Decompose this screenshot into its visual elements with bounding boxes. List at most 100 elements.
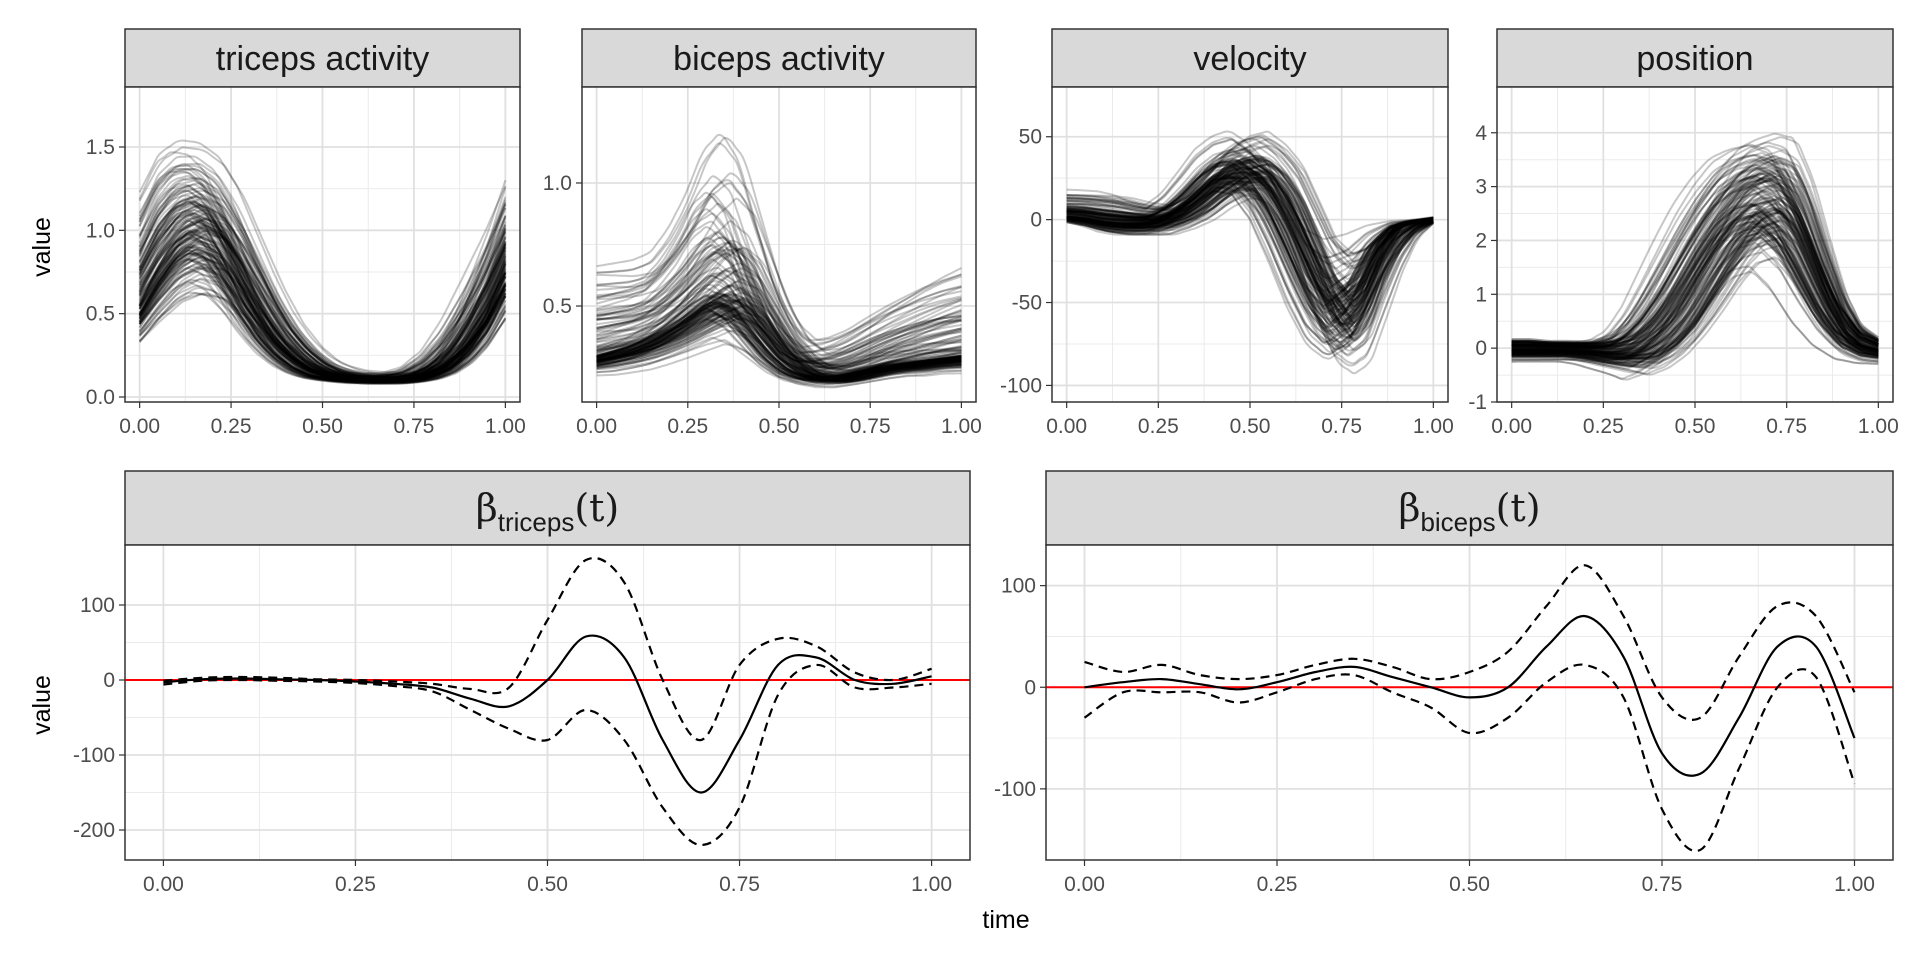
sample-curve (1511, 189, 1879, 350)
sample-curve (596, 271, 962, 368)
x-tick-label: 0.75 (719, 873, 760, 896)
sample-curve (1066, 167, 1434, 308)
sample-curve (138, 251, 507, 383)
x-tick-label: 0.50 (1675, 415, 1716, 438)
sample-curve (138, 232, 507, 382)
sample-curve (1066, 154, 1434, 296)
sample-curve (1066, 138, 1434, 263)
sample-curve (138, 198, 507, 380)
sample-curve (1066, 173, 1434, 321)
sample-curve (138, 238, 507, 382)
sample-curve (596, 269, 962, 376)
sample-curve (1511, 168, 1879, 346)
sample-curve (596, 182, 962, 350)
sample-curve (1066, 167, 1434, 316)
sample-curve (1511, 178, 1879, 347)
sample-curve (596, 309, 962, 382)
sample-curve (596, 306, 962, 381)
sample-curve (138, 249, 507, 383)
sample-curve (1066, 174, 1434, 324)
sample-curve (596, 280, 962, 372)
sample-curve (1511, 225, 1879, 362)
sample-curve (138, 232, 507, 381)
sample-curve (1066, 176, 1434, 331)
sample-curve (138, 223, 507, 380)
sample-curve (596, 315, 962, 384)
x-tick-label: 0.25 (335, 873, 376, 896)
strip-biceps-activity (581, 28, 977, 88)
sample-curve (596, 284, 962, 379)
sample-curve (1066, 170, 1434, 316)
sample-curve (138, 209, 507, 380)
sample-curve (596, 267, 962, 370)
y-tick-label: 50 (1019, 126, 1042, 149)
sample-curve (1511, 174, 1879, 348)
sample-curve (138, 229, 507, 382)
sample-curve (1066, 183, 1434, 342)
sample-curve (1066, 158, 1434, 302)
panel-beta-biceps: βbiceps(t) 0.00 0.25 0.50 0.75 1.00 100 0 -100 (994, 470, 1894, 896)
sample-curve (1066, 158, 1434, 298)
sample-curve (596, 274, 962, 372)
data-biceps-activity (596, 133, 962, 389)
sample-curve (138, 216, 507, 379)
sample-curve (1511, 236, 1879, 365)
sample-curve (596, 300, 962, 382)
sample-curve (138, 218, 507, 381)
sample-curve (1511, 154, 1879, 345)
sample-curve (1511, 211, 1879, 357)
sample-curve (138, 236, 507, 382)
sample-curve (1066, 162, 1434, 308)
sample-curve (138, 280, 507, 384)
sample-curve (596, 301, 962, 381)
series-line-estimate (1084, 614, 1856, 777)
sample-curve (1066, 164, 1434, 308)
sample-curve (1066, 175, 1434, 323)
sample-curve (596, 303, 962, 381)
sample-curve (596, 226, 962, 363)
sample-curve (1066, 136, 1434, 259)
sample-curve (138, 235, 507, 381)
x-tick-label: 0.00 (1046, 415, 1087, 438)
sample-curve (596, 191, 962, 355)
sample-curve (1066, 186, 1434, 352)
sample-curve (1511, 223, 1879, 361)
sample-curve (1066, 179, 1434, 342)
sample-curve (1066, 138, 1434, 265)
y-tick-label: 0 (1030, 209, 1042, 232)
sample-curve (596, 303, 962, 382)
sample-curve (138, 220, 507, 380)
sample-curve (1511, 162, 1879, 346)
sample-curve (1511, 174, 1879, 348)
strip-title-triceps-activity: triceps activity (216, 40, 430, 78)
sample-curve (138, 249, 507, 383)
sample-curve (1066, 175, 1434, 326)
sample-curve (138, 229, 507, 382)
sample-curve (1066, 181, 1434, 336)
x-tick-label: 0.50 (1230, 415, 1271, 438)
sample-curve (138, 248, 507, 383)
sample-curve (1511, 166, 1879, 347)
sample-curve (596, 192, 962, 358)
sample-curve (138, 273, 507, 384)
sample-curve (1511, 170, 1879, 348)
sample-curve (1511, 172, 1879, 349)
sample-curve (138, 183, 507, 378)
sample-curve (138, 219, 507, 382)
sample-curve (1511, 237, 1879, 368)
sample-curve (138, 238, 507, 383)
sample-curve (1511, 141, 1879, 343)
sample-curve (596, 197, 962, 355)
x-axis-title: time (982, 906, 1029, 934)
sample-curve (596, 293, 962, 380)
sample-curve (138, 176, 507, 378)
sample-curve (138, 246, 507, 382)
sample-curve (1066, 177, 1434, 335)
strip-title-position: position (1636, 40, 1753, 78)
sample-curve (596, 239, 962, 366)
sample-curve (138, 233, 507, 382)
y-tick-label: 100 (1001, 575, 1036, 598)
y-tick-label: 0 (1475, 337, 1487, 360)
sample-curve (1066, 197, 1435, 375)
sample-curve (1066, 182, 1434, 344)
